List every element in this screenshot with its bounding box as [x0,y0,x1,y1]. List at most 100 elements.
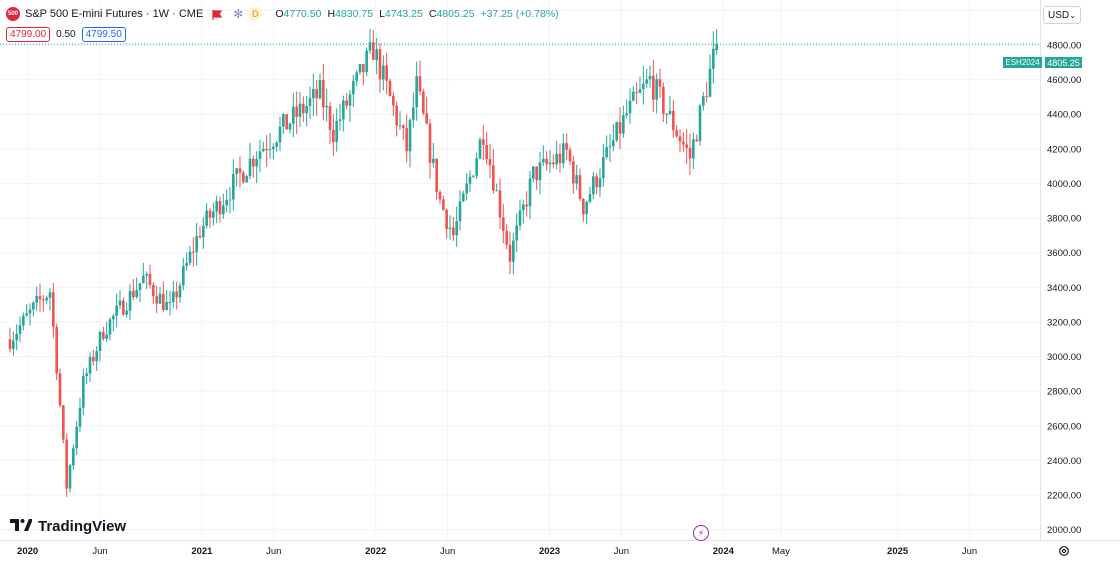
snowflake-icon[interactable]: ✻ [233,7,244,21]
y-tick-label: 2800.00 [1047,387,1081,398]
candle-body [668,110,672,114]
candle [705,82,708,103]
candle [312,73,315,117]
candle [315,80,318,116]
candle [138,283,142,303]
candle-body [682,141,685,145]
candle [178,282,182,304]
candle-body [142,275,145,284]
candle-body [218,201,222,215]
candle [618,107,622,150]
candle [495,183,498,192]
chevron-down-icon: ⌄ [1069,10,1076,20]
candle [85,367,88,385]
candle [362,63,365,86]
candle [442,195,445,211]
candle [142,262,145,284]
candle [585,200,588,225]
candle [498,178,502,230]
candle [518,199,522,230]
candle-body [135,289,138,298]
candle-body [372,42,375,60]
chart-legend: 500 S&P 500 E-mini Futures · 1W · CME ✻ … [6,6,559,22]
candle-body [425,113,428,124]
candle-body [228,199,232,201]
candle-body [242,172,245,183]
candle [432,142,435,168]
candle [615,121,618,143]
candle [418,60,422,95]
candle [548,150,552,173]
candle-body [35,295,38,303]
candle-body [102,331,105,339]
candle [322,64,325,121]
candle [205,203,208,229]
candle [192,237,195,267]
candle [658,68,662,99]
candle-body [548,162,552,165]
delay-badge[interactable]: D [248,7,263,21]
candle-body [482,139,485,145]
candle-body [388,80,392,96]
candle [388,78,392,97]
candle-body [498,190,502,218]
candle-body [152,285,155,297]
candle-body [712,48,715,69]
currency-select[interactable]: USD ⌄ [1043,6,1081,24]
y-tick-label: 4200.00 [1047,144,1081,155]
tradingview-logo[interactable]: TradingView [10,518,126,535]
candle-body [505,230,508,245]
candle [182,258,185,291]
candle-body [615,122,618,141]
candle-body [45,297,48,301]
gear-icon[interactable] [1057,544,1071,558]
candle [125,302,128,318]
candle-body [118,300,122,306]
candle-body [542,158,545,163]
candle-body [72,448,75,466]
candle [505,224,508,250]
candle-body [695,139,698,142]
candle [62,404,65,444]
candle-body [595,176,598,188]
x-tick-label: 2021 [191,546,213,557]
candle-body [385,65,388,81]
candle [332,114,335,157]
candle [265,134,268,167]
candle [355,70,358,87]
candle-body [262,148,265,152]
candle [428,119,432,179]
buy-button[interactable]: 4799.50 [81,27,126,42]
lightning-icon[interactable]: ⚡ [693,525,709,541]
candle [188,245,192,266]
x-tick-label: Jun [614,546,629,557]
candle [45,295,48,305]
candle-body [502,217,505,231]
chart-title[interactable]: S&P 500 E-mini Futures · 1W · CME [25,8,204,20]
flag-icon[interactable] [212,9,223,20]
candle-body [378,49,382,80]
candle-body [488,159,492,166]
candle-body [215,201,218,212]
sell-button[interactable]: 4799.00 [6,27,51,42]
candle-body [458,201,462,222]
candle-body [178,285,182,298]
candle [338,103,342,131]
candle-body [162,293,165,311]
candle-body [528,178,532,207]
candle-body [665,113,668,115]
high-label: H [327,8,336,20]
y-tick-label: 4400.00 [1047,110,1081,121]
candle-body [42,299,45,301]
candle [485,131,488,165]
candle-body [312,88,315,99]
candle [652,59,655,112]
candle [102,326,105,341]
candle [345,93,348,110]
candle [588,186,592,204]
ohlc-values: O4770.50 H4830.75 L4743.25 C4805.25 +37.… [275,6,558,22]
candle [235,167,238,187]
candle [8,327,12,353]
candle-body [278,126,282,143]
